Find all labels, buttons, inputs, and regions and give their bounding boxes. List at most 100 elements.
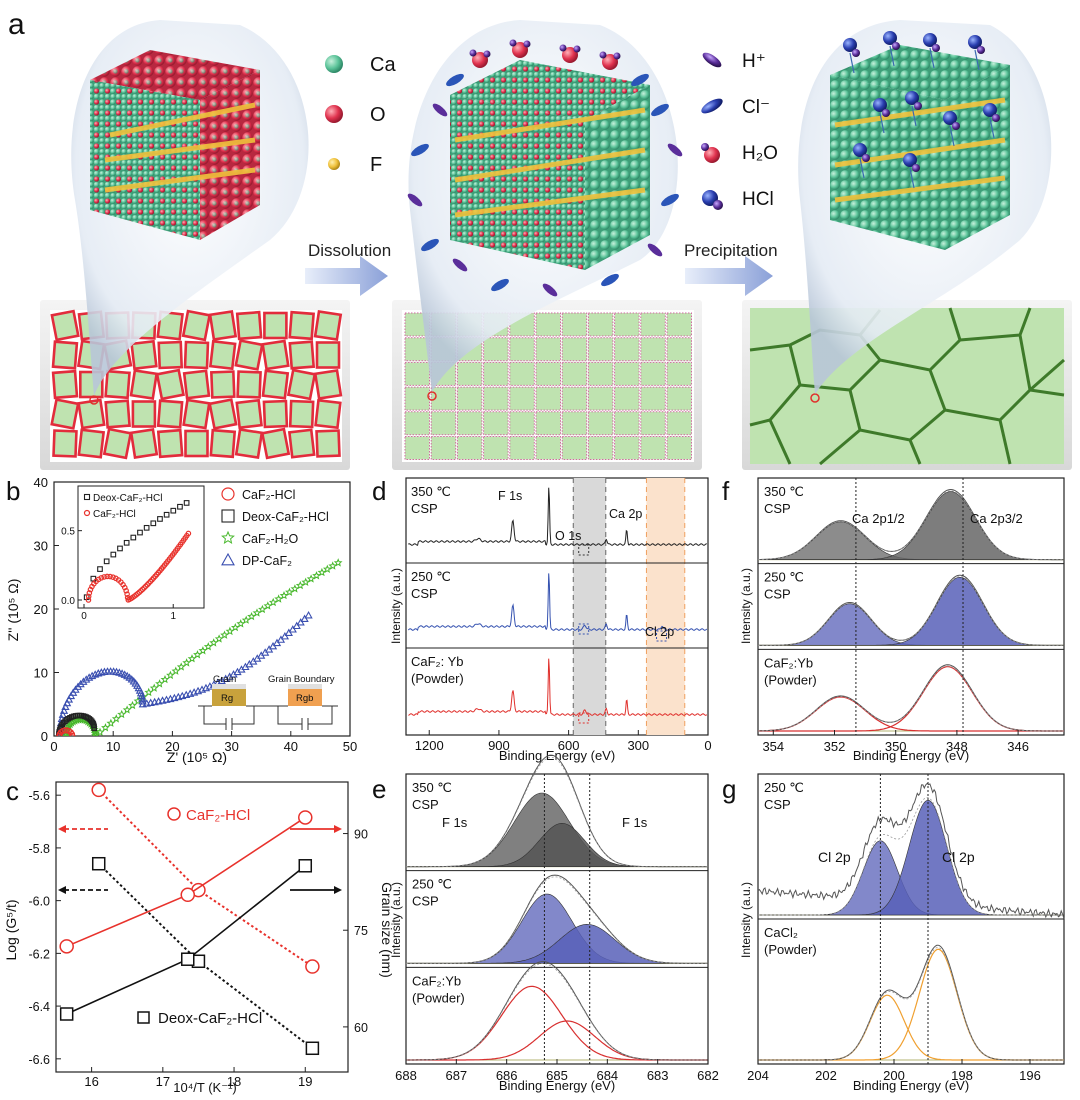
data-point [284,628,293,637]
panel-label-f: f [722,476,730,506]
dissolution-arrow [305,256,388,296]
grain-cell [51,369,79,400]
data-point [274,594,284,603]
hcl-h [852,49,860,57]
atom-legend: Ca O F [325,54,396,176]
o1s-zoom-box [578,623,590,635]
grain-cell [262,399,289,429]
legend-atom-o [325,105,343,123]
tick-label: 0 [41,729,48,744]
tick-label: 30 [224,739,238,754]
hcl-h [914,102,922,110]
inset-point [130,534,137,541]
row-label-temp: 350 ℃ [412,780,452,795]
data-point [304,611,313,619]
data-point [61,702,70,711]
chloride-ion [631,73,649,87]
tick-label: 200 [883,1068,905,1083]
data-point [166,670,175,680]
data-point [59,1007,74,1021]
tick-label: 60 [354,1021,368,1035]
peak-component [758,948,1064,1061]
row-label-method: CSP [764,501,791,516]
data-point [263,601,273,610]
row-label-temp: CaF₂: Yb [411,654,464,669]
inset-series: 0 1 0.0 0.5 Deox-CaF₂-HCl CaF₂-HCl [61,493,192,622]
grain-cell [535,312,561,337]
data-point [88,671,97,680]
grain-cell [315,341,341,369]
tick-label: 50 [343,739,357,754]
grain-cell [182,398,211,430]
tick-label: 75 [354,924,368,938]
inset-point [183,500,190,506]
tick-label: 1 [170,611,176,622]
row-label-temp: 250 ℃ [764,570,804,585]
inset-point [110,551,117,558]
data-point [317,567,327,577]
row-label-temp: 250 ℃ [412,877,452,892]
plot-d-ticks: 1200 900 600 300 0 [415,730,712,753]
o1s-band [573,478,606,735]
grain-cell [129,427,159,460]
water-h [599,51,607,59]
fit-line [406,876,708,964]
tick-label: 40 [284,739,298,754]
plot-d-bands [572,478,686,735]
tick-label: 19 [298,1074,312,1089]
grain-cell [314,398,342,430]
legend-marker [221,487,235,501]
grain-cell [234,427,264,460]
grain-cell [535,337,561,362]
inset-point [137,529,143,536]
grain-cell [483,411,509,436]
tick-label: -6.2 [28,947,50,961]
data-point [328,561,338,570]
grain-cell [430,386,457,411]
fit-line [406,756,708,868]
row-label-method: (Powder) [764,942,817,957]
tick-label: 687 [445,1068,467,1083]
hcl-h [952,122,960,130]
data-point [258,604,267,614]
tick-label: 17 [156,1074,170,1089]
grain-cell [236,370,262,399]
plot-g-peak-label-1: Cl 2p [818,849,851,865]
grain-cell [404,361,430,386]
plot-g-xlabel: Binding Energy (eV) [853,1078,969,1093]
grain-cell [587,436,614,460]
row-label-method: CSP [764,587,791,602]
grain-cell [614,312,640,337]
grain-cell [666,411,692,436]
plot-c-series [59,782,320,1056]
grain-cell [509,436,535,460]
tick-label: 18 [227,1074,241,1089]
hcl-tether [849,52,855,74]
data-point [85,673,94,681]
inset-point [117,545,123,552]
legend-hcl-h [713,200,723,210]
fit-line [758,490,1064,561]
envelope [758,574,1064,646]
plot-e-peak-label-2: F 1s [622,815,648,830]
envelope [758,944,1064,1061]
grain-cell [614,337,640,362]
chloride-ion [446,73,464,87]
grain-cell [404,411,430,436]
plot-b-series [55,558,343,736]
grain-cell [640,436,666,460]
inset-point [143,524,150,531]
spectrum-0 [408,487,707,546]
cube-right [830,31,1010,250]
inset-legend-marker [83,493,91,501]
proton [667,143,683,157]
data-point [203,642,213,651]
tick-label: 686 [496,1068,518,1083]
panel-label-b: b [6,476,20,506]
data-point [137,691,146,700]
grain-cell [234,339,264,371]
hcl-cl [883,31,897,45]
inset-point [98,575,105,581]
dissolution-label: Dissolution [308,241,391,260]
o1s-zoom-box [578,712,590,724]
